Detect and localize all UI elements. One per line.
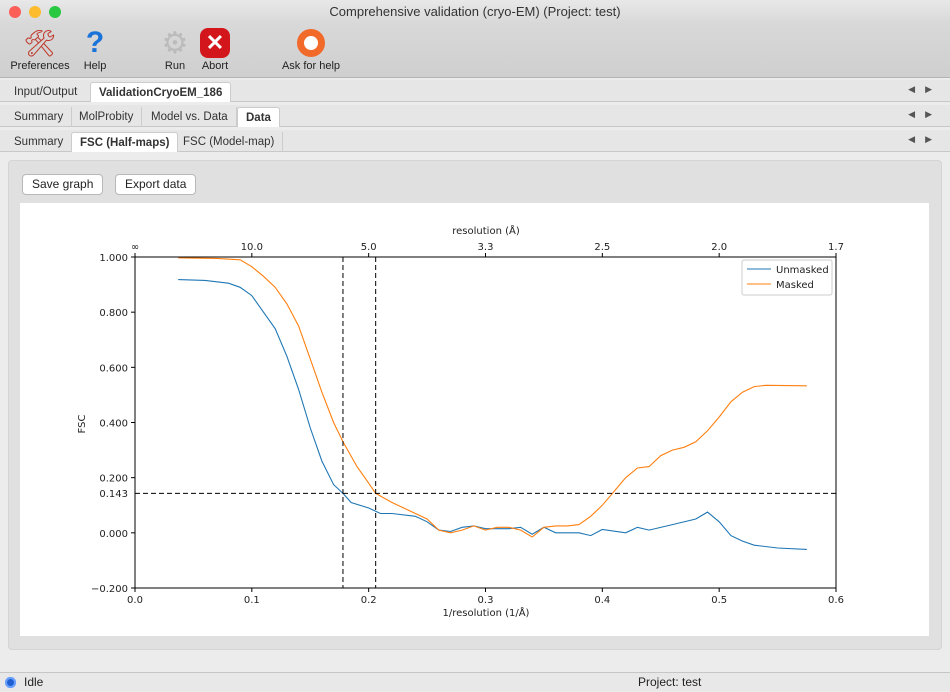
minimize-window-button[interactable] [29, 6, 41, 18]
series-line-unmasked [178, 279, 807, 550]
status-project: Project: test [638, 675, 702, 689]
tab-summary[interactable]: Summary [6, 107, 73, 127]
ask-for-help-button[interactable]: Ask for help [278, 26, 344, 72]
x-tick-label: 0.6 [828, 595, 844, 606]
help-label: Help [83, 60, 107, 72]
data-tab-bar: Summary FSC (Half-maps) FSC (Model-map) … [0, 130, 950, 152]
legend-unmasked: Unmasked [776, 265, 829, 276]
x-axis-label: 1/resolution (1/Å) [443, 606, 530, 619]
top-axis-label: resolution (Å) [452, 224, 520, 237]
x-tick-label: 0.0 [127, 595, 143, 606]
plot-frame [134, 256, 837, 589]
lifebuoy-icon [278, 26, 344, 60]
title-bar: Comprehensive validation (cryo-EM) (Proj… [0, 0, 950, 24]
x-tick-label: 0.2 [361, 595, 377, 606]
run-label: Run [164, 60, 186, 72]
legend-masked: Masked [776, 280, 814, 291]
x-tick-label: 0.4 [594, 595, 610, 606]
toolbar: 🛠 Preferences ? Help ⚙ Run ✕ Abort Ask for h… [0, 24, 950, 78]
tab-validation-cryoem[interactable]: ValidationCryoEM_186 [90, 82, 232, 102]
tab-scroll-arrows[interactable]: ◀▶ [908, 109, 942, 119]
tab-input-output[interactable]: Input/Output [14, 86, 78, 98]
tab-molprobity[interactable]: MolProbity [71, 107, 143, 127]
x-tick-label: 0.5 [711, 595, 727, 606]
window-title: Comprehensive validation (cryo-EM) (Proj… [329, 4, 621, 19]
top-x-tick-label: 2.5 [594, 242, 610, 253]
question-icon: ? [85, 26, 105, 59]
zoom-window-button[interactable] [49, 6, 61, 18]
run-button[interactable]: ⚙ Run [160, 26, 190, 73]
abort-label: Abort [201, 60, 229, 72]
status-bar: Idle Project: test [0, 672, 950, 691]
top-x-tick-label: 10.0 [241, 242, 263, 253]
tab-fsc-model-map[interactable]: FSC (Model-map) [175, 132, 284, 152]
top-x-tick-label: 1.7 [828, 242, 844, 253]
abort-button[interactable]: ✕ Abort [198, 26, 232, 72]
top-x-tick-label: 3.3 [478, 242, 494, 253]
save-graph-button[interactable]: Save graph [22, 174, 104, 195]
tab-data[interactable]: Data [237, 107, 280, 127]
stop-x-icon: ✕ [198, 26, 232, 60]
ask-for-help-label: Ask for help [281, 60, 341, 72]
legend: Unmasked Masked [741, 259, 833, 296]
preferences-button[interactable]: 🛠 Preferences [8, 26, 72, 73]
export-data-button[interactable]: Export data [115, 174, 197, 195]
y-tick-label: 0.400 [99, 419, 128, 430]
threshold-label: 0.143 [99, 489, 128, 500]
top-x-tick-label: 2.0 [711, 242, 727, 253]
fsc-chart: 0.0 0.1 0.2 0.3 0.4 0.5 0.6 ∞ 10.0 5.0 3.3 2.5 2.0 1.… [77, 224, 844, 619]
top-x-tick-label: ∞ [131, 242, 139, 253]
window-controls [9, 6, 61, 18]
x-tick-label: 0.3 [478, 595, 494, 606]
gear-icon: ⚙ [161, 26, 189, 60]
status-indicator-icon [5, 677, 16, 688]
status-text: Idle [24, 675, 44, 689]
tab-model-vs-data[interactable]: Model vs. Data [143, 107, 237, 127]
y-tick-label: 0.200 [99, 474, 128, 485]
y-axis-label: FSC [77, 415, 88, 434]
fsc-chart-card: 0.0 0.1 0.2 0.3 0.4 0.5 0.6 ∞ 10.0 5.0 3.3 2.5 2.0 1.… [20, 203, 929, 636]
tab-data-summary[interactable]: Summary [14, 136, 64, 148]
y-tick-label: 0.800 [99, 308, 128, 319]
tab-scroll-arrows[interactable]: ◀▶ [908, 134, 942, 144]
y-tick-label: −0.200 [91, 584, 128, 595]
wrench-screwdriver-icon: 🛠 [23, 27, 57, 58]
y-tick-label: 1.000 [99, 253, 128, 264]
tab-scroll-arrows[interactable]: ◀▶ [908, 84, 942, 94]
series-line-masked [178, 257, 807, 538]
sub-tab-bar: Summary MolProbity Model vs. Data Data ◀… [0, 105, 950, 127]
tab-fsc-half-maps[interactable]: FSC (Half-maps) [71, 132, 179, 152]
y-tick-label: 0.000 [99, 529, 128, 540]
y-tick-label: 0.600 [99, 363, 128, 374]
preferences-label: Preferences [10, 60, 70, 72]
x-tick-label: 0.1 [244, 595, 260, 606]
main-tab-bar: Input/Output ValidationCryoEM_186 ◀▶ [0, 80, 950, 102]
top-x-tick-label: 5.0 [361, 242, 377, 253]
close-window-button[interactable] [9, 6, 21, 18]
help-button[interactable]: ? Help [80, 26, 110, 72]
